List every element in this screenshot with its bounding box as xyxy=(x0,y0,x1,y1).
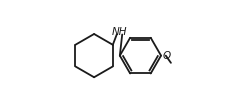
Text: NH: NH xyxy=(111,27,126,37)
Text: O: O xyxy=(162,51,170,61)
